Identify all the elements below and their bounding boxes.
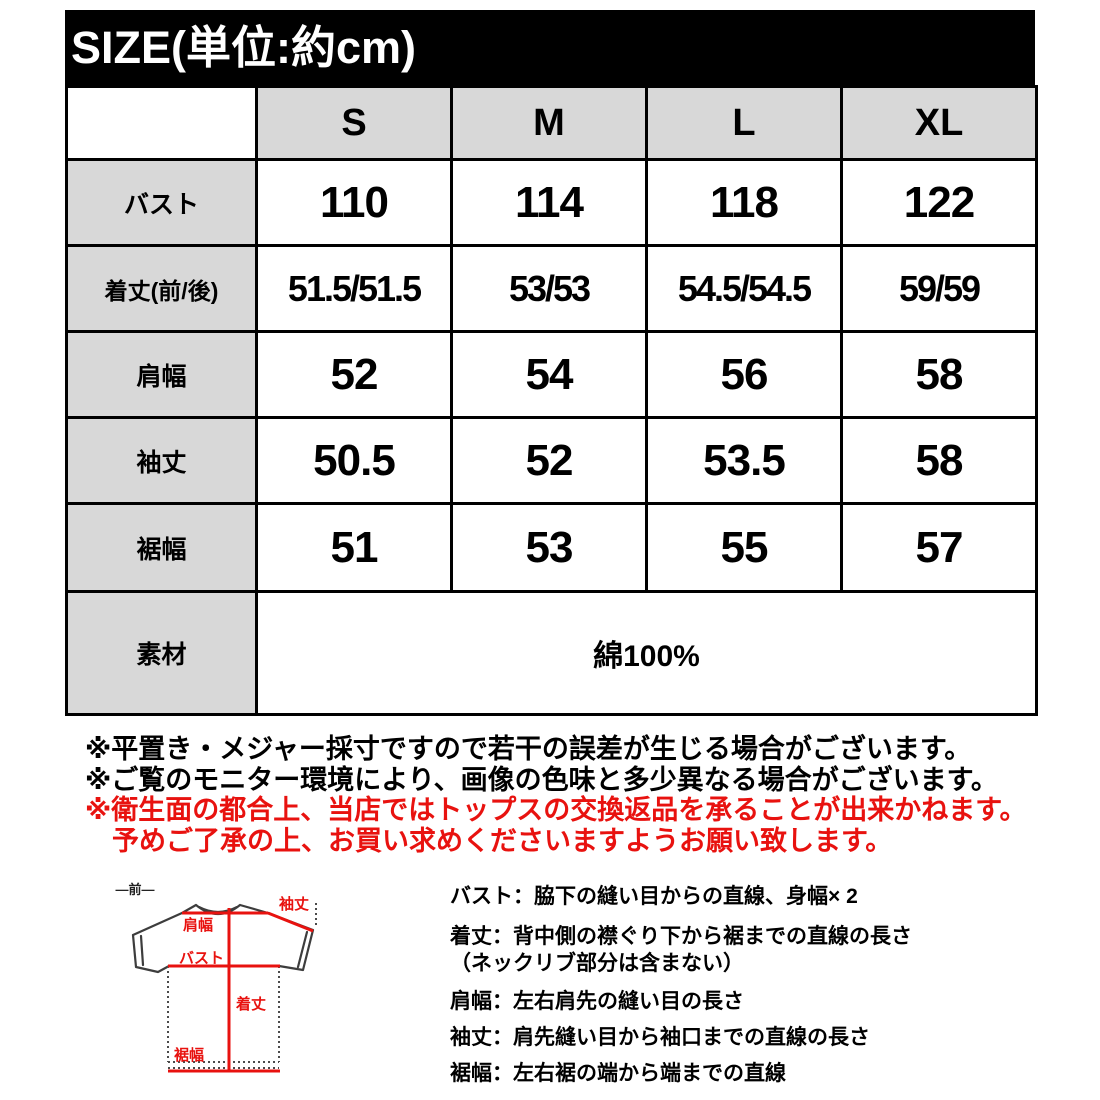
size-table: S M L XL バスト 110 114 118 122 着丈(前/後) 51.… (65, 85, 1038, 716)
definition-shoulder: 肩幅：左右肩先の縫い目の長さ (450, 990, 744, 1013)
shoulder-width-label: 肩幅 (183, 916, 213, 934)
tshirt-diagram-svg: —前— 肩幅 袖丈 バスト 着丈 裾幅 (115, 882, 317, 1073)
body-length-label: 着丈 (235, 995, 266, 1013)
table-row-material: 素材 綿100% (65, 590, 1038, 716)
measurement-definitions: バスト：脇下の縫い目からの直線、身幅× 2 着丈：背中側の襟ぐり下から裾までの直… (450, 884, 1060, 1086)
notes-block: ※平置き・メジャー採寸ですので若干の誤差が生じる場合がございます。 ※ご覧のモニ… (85, 734, 1065, 856)
cell-length-l: 54.5/54.5 (645, 244, 843, 333)
sleeve-length-label: 袖丈 (279, 895, 309, 913)
cell-length-s: 51.5/51.5 (255, 244, 453, 333)
header-corner-cell (65, 85, 258, 161)
tshirt-outline-body (167, 903, 317, 1069)
definition-hem: 裾幅：左右裾の端から端までの直線 (450, 1062, 786, 1085)
cell-sleeve-s: 50.5 (255, 416, 453, 505)
cell-bust-m: 114 (450, 158, 648, 247)
cell-shoulder-l: 56 (645, 330, 843, 419)
table-row-bust: バスト 110 114 118 122 (65, 158, 1038, 247)
row-label-bust: バスト (65, 158, 258, 247)
cell-bust-s: 110 (255, 158, 453, 247)
cell-hem-s: 51 (255, 502, 453, 593)
table-row-shoulder: 肩幅 52 54 56 58 (65, 330, 1038, 419)
page-title: SIZE(単位:約cm) (65, 10, 1035, 85)
diagram-front-label: —前— (115, 882, 154, 897)
col-header-xl: XL (840, 85, 1038, 161)
cell-shoulder-s: 52 (255, 330, 453, 419)
cell-length-xl: 59/59 (840, 244, 1038, 333)
table-row-hem: 裾幅 51 53 55 57 (65, 502, 1038, 593)
table-row-sleeve: 袖丈 50.5 52 53.5 58 (65, 416, 1038, 505)
definition-bust: バスト：脇下の縫い目からの直線、身幅× 2 (450, 885, 858, 908)
note-monitor: ※ご覧のモニター環境により、画像の色味と多少異なる場合がございます。 (85, 764, 998, 795)
cell-sleeve-xl: 58 (840, 416, 1038, 505)
cell-bust-xl: 122 (840, 158, 1038, 247)
col-header-l: L (645, 85, 843, 161)
col-header-s: S (255, 85, 453, 161)
cell-material-value: 綿100% (255, 590, 1038, 716)
cell-shoulder-m: 54 (450, 330, 648, 419)
cell-hem-l: 55 (645, 502, 843, 593)
table-row-length: 着丈(前/後) 51.5/51.5 53/53 54.5/54.5 59/59 (65, 244, 1038, 333)
note-no-return: ※衛生面の都合上、当店ではトップスの交換返品を承ることが出来かねます。 (85, 795, 1027, 825)
row-label-material: 素材 (65, 590, 258, 716)
row-label-hem: 裾幅 (65, 502, 258, 593)
note-acknowledge: 予めご了承の上、お買い求めくださいますようお願い致します。 (112, 825, 893, 856)
definition-length-note: （ネックリブ部分は含まない） (450, 952, 744, 975)
row-label-length: 着丈(前/後) (65, 244, 258, 333)
row-label-sleeve: 袖丈 (65, 416, 258, 505)
cell-length-m: 53/53 (450, 244, 648, 333)
hem-width-label: 裾幅 (174, 1046, 204, 1064)
note-measurement: ※平置き・メジャー採寸ですので若干の誤差が生じる場合がございます。 (85, 734, 972, 764)
col-header-m: M (450, 85, 648, 161)
tshirt-measurement-diagram: —前— 肩幅 袖丈 バスト 着丈 裾幅 (95, 875, 440, 1100)
cell-hem-xl: 57 (840, 502, 1038, 593)
bust-label: バスト (179, 950, 224, 967)
definition-length: 着丈：背中側の襟ぐり下から裾までの直線の長さ (450, 925, 912, 948)
sleeve-length-line (267, 911, 314, 933)
cell-bust-l: 118 (645, 158, 843, 247)
row-label-shoulder: 肩幅 (65, 330, 258, 419)
definition-sleeve: 袖丈：肩先縫い目から袖口までの直線の長さ (450, 1026, 870, 1049)
cell-hem-m: 53 (450, 502, 648, 593)
size-table-container: S M L XL バスト 110 114 118 122 着丈(前/後) 51.… (65, 85, 1038, 716)
cell-shoulder-xl: 58 (840, 330, 1038, 419)
cell-sleeve-m: 52 (450, 416, 648, 505)
cell-sleeve-l: 53.5 (645, 416, 843, 505)
table-header-row: S M L XL (65, 85, 1038, 161)
